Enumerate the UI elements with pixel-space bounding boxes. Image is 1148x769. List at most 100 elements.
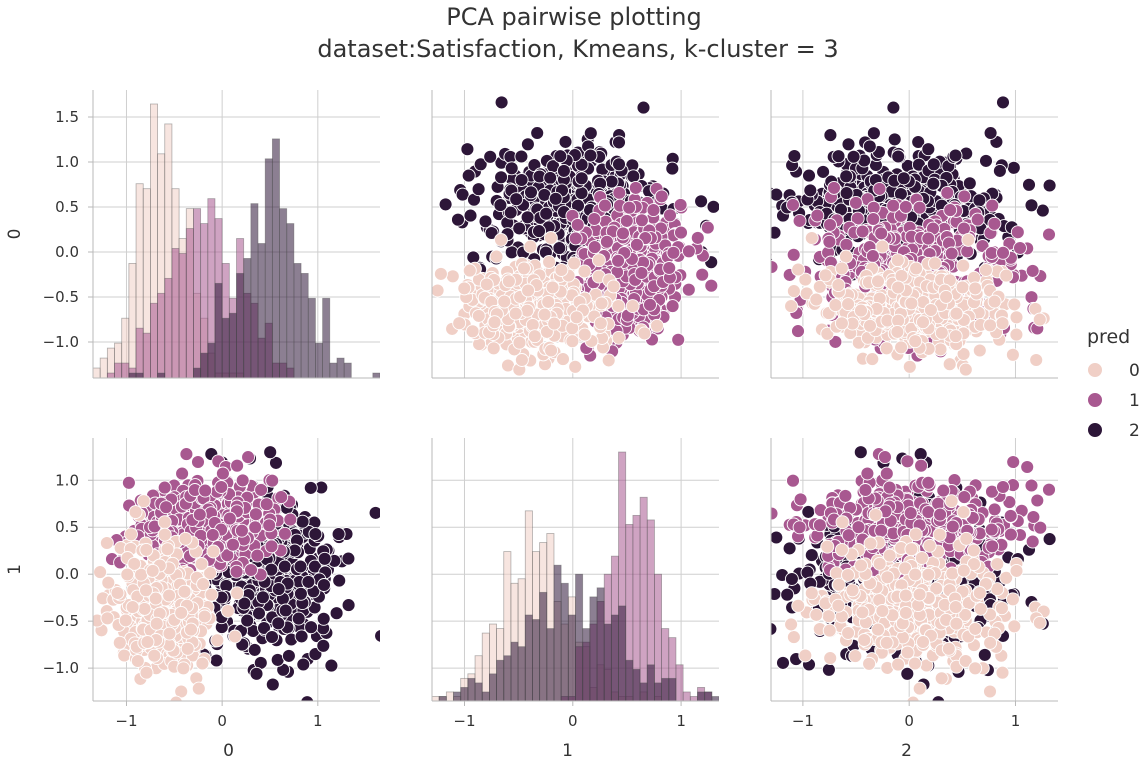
panel-r0-c1 [431,90,744,379]
scatter-point-pred1 [198,483,213,498]
hist-bar-pred2-bin39 [711,696,719,701]
scatter-point-pred1 [274,490,289,505]
scatter-point-pred0 [890,324,905,339]
scatter-point-pred0 [137,601,152,616]
scatter-point-pred2 [317,578,331,592]
scatter-point-pred0 [130,654,145,668]
hist-bar-pred0-bin0 [93,367,101,378]
scatter-point-pred0 [162,588,177,603]
scatter-point-pred1 [792,520,807,535]
ytick-label: 0.5 [55,518,79,536]
scatter-point-pred0 [99,536,114,550]
scatter-point-pred2 [263,445,278,460]
scatter-point-pred2 [612,157,626,172]
scatter-point-pred1 [690,230,705,245]
scatter-point-pred2 [543,170,558,185]
scatter-point-pred0 [206,544,221,559]
scatter-point-pred0 [157,515,172,530]
ytick-label: −1.0 [43,659,79,677]
hist-bar-pred2-bin19 [567,614,576,701]
scatter-point-pred2 [753,577,766,590]
scatter-point-pred1 [792,213,807,228]
scatter-point-pred2 [574,186,589,201]
scatter-point-pred1 [984,522,999,537]
scatter-point-pred2 [782,541,797,556]
scatter-point-pred0 [999,268,1014,283]
scatter-point-pred2 [1035,203,1050,218]
scatter-point-pred1 [234,523,249,538]
hist-bar-pred2-bin24 [264,158,273,378]
scatter-point-pred2 [300,695,315,701]
ytick-label: −1.0 [43,333,79,351]
scatter-point-pred1 [214,480,229,494]
scatter-point-pred1 [226,537,240,552]
scatter-point-pred0 [834,261,849,276]
scatter-point-pred1 [987,502,1002,517]
scatter-point-pred0 [968,281,983,296]
scatter-point-pred1 [936,483,951,498]
scatter-point-pred1 [265,473,280,488]
scatter-point-pred2 [532,224,546,239]
scatter-point-pred2 [509,192,524,207]
scatter-point-pred1 [191,455,205,469]
scatter-point-pred1 [241,450,256,465]
scatter-point-pred0 [544,343,559,358]
scatter-point-pred2 [461,168,476,183]
scatter-point-pred0 [494,232,508,247]
scatter-point-pred0 [508,306,523,321]
scatter-point-pred2 [1006,160,1021,175]
hist-bar-pred1-bin13 [185,228,194,378]
scatter-point-pred0 [101,575,116,590]
scatter-point-pred0 [1009,327,1024,342]
scatter-point-pred2 [866,126,881,141]
scatter-point-pred0 [577,327,592,342]
scatter-point-pred2 [281,648,296,663]
scatter-point-pred2 [771,587,782,601]
scatter-point-pred2 [455,187,470,202]
scatter-point-pred0 [871,274,885,289]
scatter-point-pred0 [452,316,467,331]
scatter-point-pred0 [972,343,987,358]
scatter-point-pred1 [159,500,174,515]
scatter-point-pred0 [784,299,799,314]
scatter-point-pred2 [504,245,519,260]
scatter-point-pred2 [948,148,963,163]
scatter-point-pred1 [1026,510,1041,524]
hist-bar-pred2-bin9 [157,372,166,378]
scatter-point-pred2 [368,505,380,520]
scatter-point-pred1 [611,253,626,268]
scatter-point-pred1 [1033,520,1048,535]
scatter-point-pred1 [921,475,936,490]
scatter-point-pred2 [483,149,498,164]
hist-bar-pred2-bin5 [128,372,137,378]
scatter-point-pred1 [874,523,889,538]
y-axis-label: 0 [5,229,25,240]
panel-content [93,103,380,378]
scatter-point-pred1 [793,492,808,507]
scatter-point-pred2 [438,197,453,212]
scatter-point-pred2 [731,211,744,224]
scatter-point-pred2 [317,551,332,566]
scatter-point-pred2 [886,100,901,115]
scatter-point-pred2 [295,514,310,529]
hist-bar-pred2-bin10 [503,655,512,701]
scatter-point-pred0 [904,296,919,311]
scatter-point-pred2 [1042,178,1057,193]
scatter-point-pred2 [478,214,493,229]
hist-bar-pred2-bin20 [236,272,245,378]
scatter-point-pred1 [996,480,1010,494]
hist-bar-pred2-bin24 [603,623,612,701]
scatter-point-pred0 [462,263,477,278]
scatter-point-pred0 [445,269,460,284]
scatter-point-pred0 [520,303,535,318]
scatter-point-pred2 [308,527,323,542]
ytick-label: −0.5 [43,288,79,306]
scatter-point-pred0 [625,299,640,314]
scatter-point-pred1 [262,518,277,533]
scatter-point-pred1 [277,526,292,541]
scatter-point-pred2 [753,189,766,202]
scatter-point-pred2 [240,613,255,628]
scatter-point-pred1 [250,548,265,563]
scatter-point-pred0 [174,605,189,620]
scatter-point-pred0 [1029,353,1044,367]
